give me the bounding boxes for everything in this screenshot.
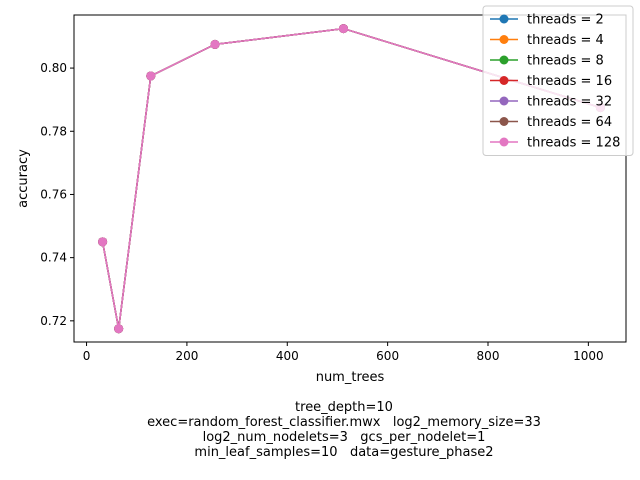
legend-marker xyxy=(499,35,509,44)
data-point xyxy=(338,24,348,34)
x-tick-label: 1000 xyxy=(573,349,604,363)
legend-label: threads = 2 xyxy=(527,13,604,28)
legend-entry: threads = 2 xyxy=(490,13,604,28)
y-axis-label: accuracy xyxy=(16,149,31,208)
series-line xyxy=(101,27,601,329)
caption-line-4: min_leaf_samples=10 data=gesture_phase2 xyxy=(194,445,494,460)
x-axis-label: num_trees xyxy=(316,370,385,385)
legend-marker xyxy=(499,137,509,147)
legend-entry: threads = 64 xyxy=(490,115,612,130)
legend-entry: threads = 128 xyxy=(490,136,620,151)
legend-label: threads = 64 xyxy=(527,115,612,130)
x-tick-label: 200 xyxy=(175,349,198,363)
y-tick-label: 0.74 xyxy=(40,251,67,265)
x-tick-label: 800 xyxy=(477,349,500,363)
caption-line-2: exec=random_forest_classifier.mwx log2_m… xyxy=(147,415,541,430)
data-point xyxy=(114,324,124,334)
y-tick-label: 0.72 xyxy=(40,314,67,328)
y-tick-label: 0.76 xyxy=(40,187,67,201)
legend-marker xyxy=(499,76,509,85)
x-tick-label: 600 xyxy=(376,349,399,363)
legend-box xyxy=(482,5,634,156)
data-point xyxy=(98,237,108,247)
legend-label: threads = 32 xyxy=(527,95,612,110)
legend: threads = 2 threads = 4 threads = 8 threads… xyxy=(482,5,634,156)
caption-line-1: tree_depth=10 xyxy=(295,400,393,415)
legend-label: threads = 16 xyxy=(527,74,612,89)
axes-frame xyxy=(73,14,627,343)
legend-marker xyxy=(499,55,509,65)
legend-marker xyxy=(499,14,509,24)
legend-label: threads = 4 xyxy=(527,33,604,48)
legend-label: threads = 8 xyxy=(527,54,604,69)
x-tick-label: 0 xyxy=(83,349,91,363)
data-point xyxy=(146,71,156,81)
x-tick-label: 400 xyxy=(276,349,299,363)
legend-entry: threads = 8 xyxy=(490,54,604,69)
caption-line-3: log2_num_nodelets=3 gcs_per_nodelet=1 xyxy=(202,430,486,445)
legend-marker xyxy=(499,117,509,126)
data-point xyxy=(210,39,220,49)
legend-entry: threads = 16 xyxy=(490,74,612,89)
y-tick-label: 0.80 xyxy=(40,61,67,75)
legend-entry: threads = 32 xyxy=(490,95,612,110)
legend-marker xyxy=(499,96,509,106)
y-tick-label: 0.78 xyxy=(40,124,67,138)
legend-entry: threads = 4 xyxy=(490,33,604,48)
legend-label: threads = 128 xyxy=(527,136,620,151)
